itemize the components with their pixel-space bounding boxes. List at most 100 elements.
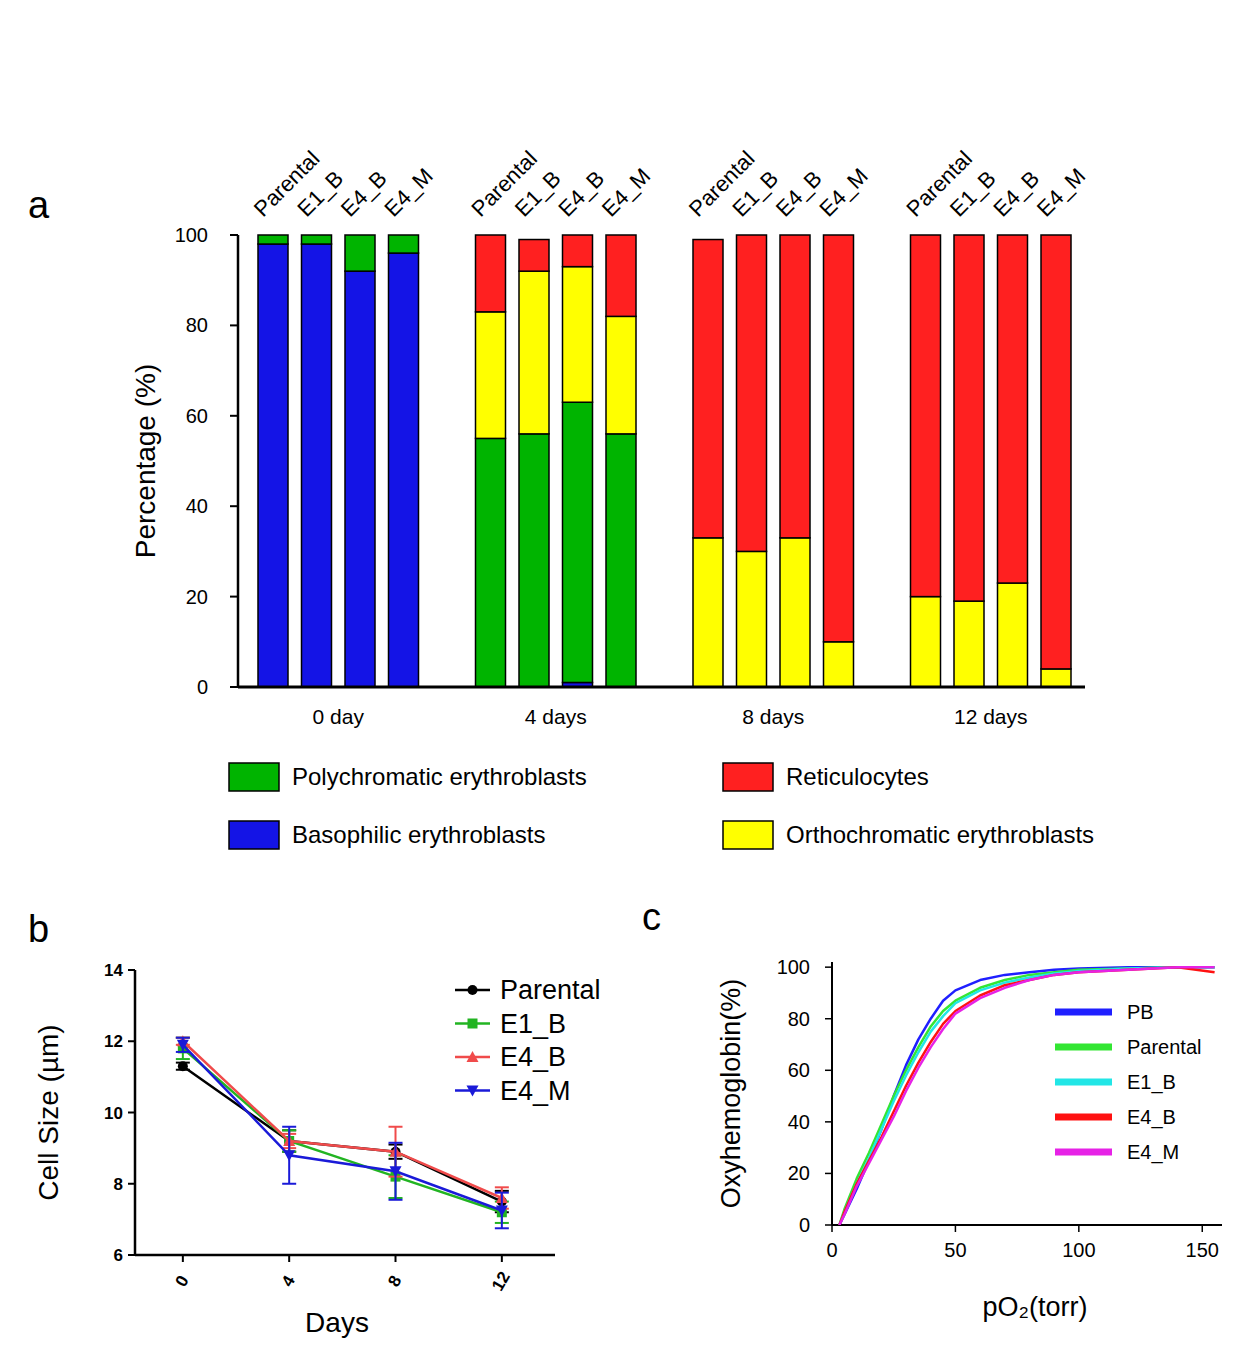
bar-segment — [519, 271, 549, 434]
group-label: 8 days — [742, 705, 804, 728]
y-tick — [230, 505, 238, 507]
y-tick-label: 80 — [186, 314, 208, 336]
bar-segment — [780, 235, 810, 538]
bar-segment — [302, 244, 332, 687]
y-tick-label: 80 — [788, 1008, 810, 1030]
series-line — [183, 1048, 502, 1212]
x-tick-label: 150 — [1186, 1239, 1219, 1261]
bar-segment — [954, 235, 984, 601]
bar-label: E4_M — [814, 163, 872, 221]
bar-segment — [345, 235, 375, 271]
x-axis-label: Days — [305, 1307, 369, 1338]
error-cap — [389, 1142, 403, 1144]
bar-segment — [563, 402, 593, 682]
bar-segment — [606, 316, 636, 434]
x-tick-label: 4 — [278, 1272, 299, 1290]
x-tick-label: 100 — [1062, 1239, 1095, 1261]
x-tick — [182, 1255, 184, 1262]
y-axis-label: Percentage (%) — [130, 364, 161, 559]
bar-label: E4_B — [771, 166, 827, 222]
x-axis — [238, 686, 1085, 689]
x-tick — [831, 1225, 833, 1232]
legend-label: Basophilic erythroblasts — [292, 821, 545, 848]
bar-label: E1_B — [292, 166, 348, 222]
bar-segment — [824, 235, 854, 642]
bar-label: E4_M — [597, 163, 655, 221]
x-tick — [955, 1225, 957, 1232]
x-tick-label: 0 — [171, 1272, 192, 1290]
group-label: 4 days — [525, 705, 587, 728]
plot — [176, 1035, 509, 1228]
bar-segment — [998, 235, 1028, 583]
series-line — [839, 967, 1214, 1225]
legend-line — [1055, 1044, 1112, 1051]
x-axis-label: pO₂(torr) — [983, 1292, 1088, 1322]
error-cap — [176, 1037, 190, 1039]
error-cap — [495, 1192, 509, 1194]
bar-segment — [389, 235, 419, 253]
bar-segment — [258, 244, 288, 687]
series-line — [839, 967, 1214, 1225]
error-cap — [389, 1199, 403, 1201]
legend-label: E4_B — [1127, 1106, 1176, 1129]
bar-segment — [389, 253, 419, 687]
bar-label: E1_B — [727, 166, 783, 222]
x-tick — [1202, 1225, 1204, 1232]
bar-segment — [345, 271, 375, 687]
point — [496, 1205, 508, 1216]
legend-swatch — [723, 763, 773, 791]
y-tick — [825, 1224, 832, 1226]
bar-segment — [1041, 235, 1071, 669]
y-axis — [831, 962, 833, 1225]
panel-b: b6810121404812Cell Size (µm)DaysParental… — [28, 908, 601, 1338]
bar-segment — [780, 538, 810, 687]
panel-a: a020406080100Percentage (%)ParentalE1_BE… — [28, 146, 1094, 849]
bar-segment — [258, 234, 288, 236]
legend-line — [1055, 1009, 1112, 1016]
x-axis — [135, 1254, 555, 1257]
bar-segment — [302, 234, 332, 236]
legend-line — [1055, 1114, 1112, 1121]
error-cap — [282, 1183, 296, 1185]
legend-swatch — [229, 821, 279, 849]
bars — [258, 235, 1071, 687]
x-tick — [395, 1255, 397, 1262]
point — [178, 1061, 188, 1071]
x-tick — [288, 1255, 290, 1262]
y-tick — [825, 1121, 832, 1123]
y-tick — [825, 966, 832, 968]
group-label: 0 day — [313, 705, 365, 728]
error-cap — [282, 1126, 296, 1128]
legend-marker — [468, 985, 478, 995]
y-tick-label: 60 — [186, 405, 208, 427]
panel-c: c020406080100050100150Oxyhemoglobin(%)pO… — [642, 896, 1222, 1322]
legend-label: E1_B — [500, 1009, 566, 1039]
legend-marker — [467, 1086, 479, 1097]
bar-segment — [519, 434, 549, 687]
y-tick-label: 10 — [104, 1104, 123, 1123]
bar-segment — [998, 583, 1028, 687]
legend-marker — [467, 1051, 479, 1062]
y-tick-label: 8 — [114, 1175, 123, 1194]
y-axis-label: Cell Size (µm) — [33, 1024, 64, 1200]
legend-line — [1055, 1149, 1112, 1156]
y-tick-label: 6 — [114, 1246, 123, 1265]
bar-segment — [258, 234, 288, 236]
y-tick-label: 20 — [788, 1162, 810, 1184]
y-tick-label: 100 — [175, 224, 208, 246]
error-cap — [495, 1227, 509, 1229]
y-tick — [230, 324, 238, 326]
point — [283, 1150, 295, 1161]
bar-label: E1_B — [510, 166, 566, 222]
error-cap — [176, 1037, 190, 1039]
bar-segment — [911, 235, 941, 597]
bar-segment — [737, 551, 767, 687]
bar-segment — [258, 235, 288, 244]
bar-label: E4_M — [1032, 163, 1090, 221]
series-line — [839, 967, 1214, 1225]
y-tick-label: 12 — [104, 1032, 123, 1051]
y-tick — [230, 234, 238, 236]
bar-segment — [302, 235, 332, 244]
bar-segment — [345, 234, 375, 236]
y-tick-label: 40 — [788, 1111, 810, 1133]
